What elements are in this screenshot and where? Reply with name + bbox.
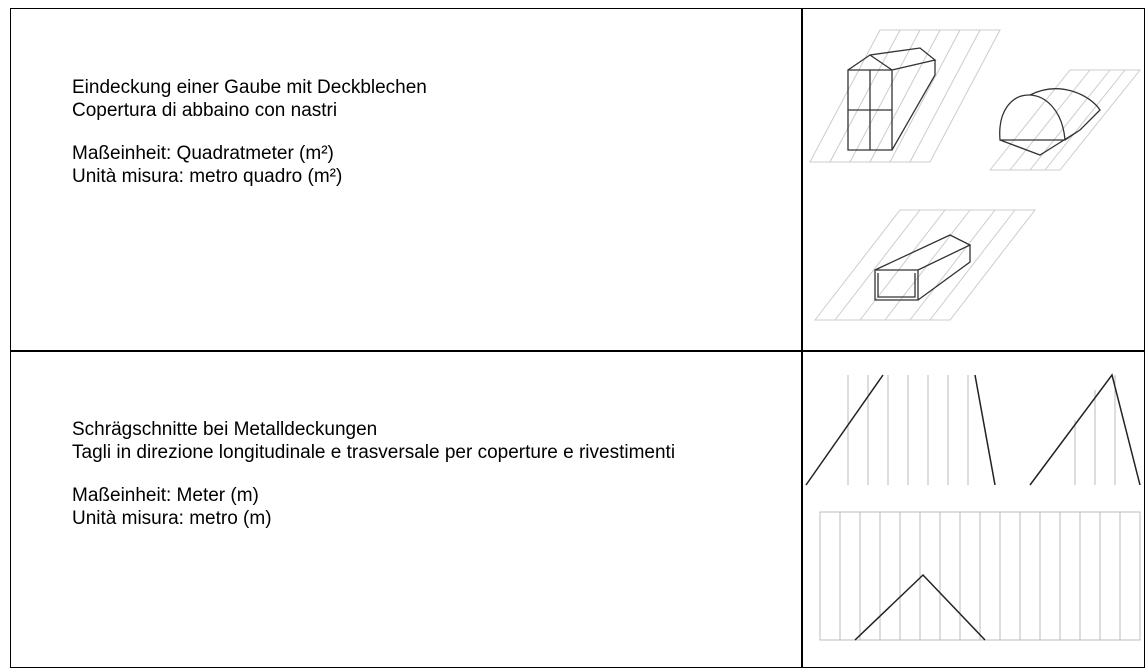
panel-lines — [819, 375, 1141, 641]
row-text: Schrägschnitte bei Metalldeckungen Tagli… — [72, 419, 790, 530]
unit-it: Unità misura: metro quadro (m²) — [72, 165, 343, 187]
unit-it: Unità misura: metro (m) — [72, 507, 272, 529]
unit-de: Maßeinheit: Quadratmeter (m²) — [72, 143, 334, 164]
title-de: Schrägschnitte bei Metalldeckungen — [72, 419, 378, 440]
title-it: Copertura di abbaino con nastri — [72, 99, 338, 121]
row-text: Eindeckung einer Gaube mit Deckblechen C… — [72, 77, 790, 188]
title-de: Eindeckung einer Gaube mit Deckblechen — [72, 77, 427, 98]
row-divider — [10, 350, 1145, 352]
title-it: Tagli in direzione longitudinale e trasv… — [72, 441, 676, 463]
column-divider — [801, 8, 803, 668]
unit-de: Maßeinheit: Meter (m) — [72, 485, 259, 506]
dormers — [847, 47, 1101, 301]
illustrations — [805, 29, 1142, 641]
page: Eindeckung einer Gaube mit Deckblechen C… — [10, 8, 1145, 668]
cut-lines — [805, 373, 1141, 641]
roof-grids — [809, 29, 1142, 321]
